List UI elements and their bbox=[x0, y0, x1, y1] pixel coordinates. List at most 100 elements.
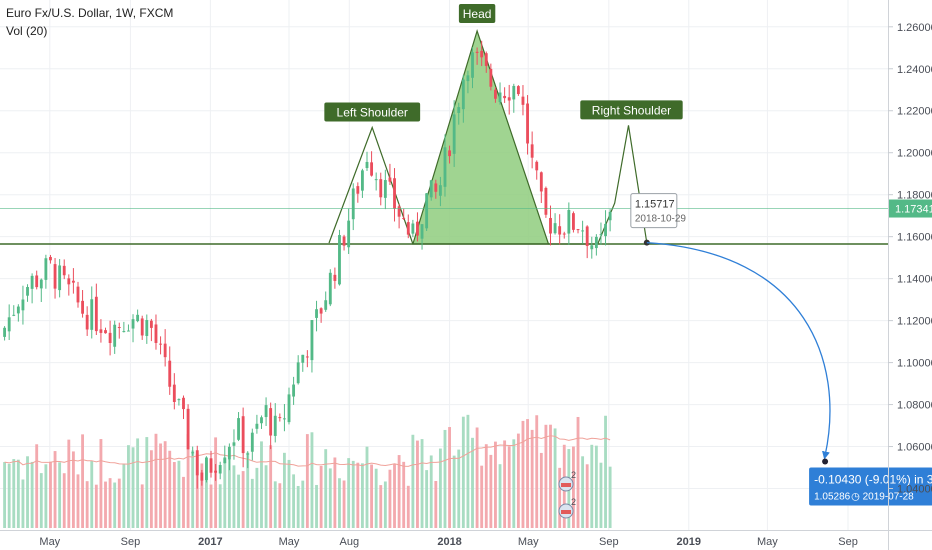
candle bbox=[145, 320, 149, 336]
candle bbox=[365, 161, 369, 169]
candle bbox=[39, 279, 43, 289]
candle bbox=[562, 233, 566, 235]
candle bbox=[356, 186, 360, 194]
candle bbox=[397, 206, 401, 217]
candle bbox=[26, 287, 29, 296]
y-axis[interactable]: 1.26000 1.24000 1.22000 1.20000 1.18000 1.160… bbox=[888, 22, 932, 496]
volume-bar bbox=[310, 432, 314, 528]
volume-bar bbox=[516, 433, 520, 528]
candle bbox=[136, 314, 140, 322]
right-shoulder-label-text: Right Shoulder bbox=[592, 103, 671, 117]
candle bbox=[494, 89, 497, 99]
volume-bar bbox=[232, 465, 236, 528]
candle bbox=[338, 235, 341, 285]
candle bbox=[301, 354, 305, 363]
candle bbox=[67, 278, 71, 285]
candle bbox=[594, 236, 598, 249]
volume-bar bbox=[319, 465, 323, 528]
candle bbox=[186, 408, 190, 450]
volume-bar bbox=[172, 462, 176, 528]
volume-bar bbox=[305, 434, 309, 528]
volume-bar bbox=[53, 451, 57, 528]
head-label-text: Head bbox=[463, 7, 492, 21]
candle bbox=[296, 362, 300, 384]
volume-bar bbox=[200, 463, 204, 528]
candle bbox=[269, 408, 273, 436]
candle bbox=[498, 92, 502, 103]
candle bbox=[360, 170, 364, 191]
volume-bar bbox=[122, 464, 126, 528]
volume-bar bbox=[379, 485, 383, 528]
volume-bar bbox=[250, 478, 254, 528]
candle bbox=[214, 470, 218, 473]
candle bbox=[278, 417, 282, 419]
volume-bar bbox=[475, 427, 479, 528]
candle bbox=[191, 452, 195, 454]
candle bbox=[209, 458, 213, 473]
candle bbox=[553, 223, 557, 234]
candle bbox=[471, 52, 474, 78]
last-price-value: 1.17341 bbox=[895, 204, 932, 216]
candle bbox=[489, 68, 493, 87]
volume-bar bbox=[131, 447, 135, 528]
volume-bar bbox=[484, 444, 488, 528]
volume-bar bbox=[260, 441, 263, 528]
candle bbox=[539, 172, 543, 192]
volume-bar bbox=[438, 448, 442, 528]
volume-bar bbox=[145, 437, 149, 528]
volume-bar bbox=[342, 480, 346, 528]
candle bbox=[149, 320, 153, 328]
candle bbox=[168, 360, 172, 387]
candle bbox=[7, 317, 11, 332]
projection-change: -0.10430 (-9.01%) in 3 bbox=[814, 473, 932, 487]
volume-bar bbox=[590, 444, 594, 528]
volume-bar bbox=[186, 434, 190, 528]
volume-bar bbox=[278, 483, 282, 528]
candle bbox=[526, 103, 529, 144]
volume-bar bbox=[30, 461, 34, 528]
volume-bar bbox=[76, 474, 80, 528]
volume-bar bbox=[457, 449, 461, 528]
candle bbox=[218, 465, 222, 474]
volume-ma-line bbox=[4, 435, 611, 467]
volume-bar bbox=[434, 480, 438, 528]
volume-bar bbox=[223, 457, 227, 528]
volume-bar bbox=[480, 465, 484, 528]
volume-bar bbox=[429, 455, 433, 528]
volume-bar bbox=[351, 460, 355, 528]
volume-bar bbox=[113, 482, 117, 528]
volume-bar bbox=[360, 463, 364, 528]
candle bbox=[127, 330, 130, 332]
volume-bar bbox=[136, 438, 140, 528]
candle bbox=[113, 324, 117, 347]
candle bbox=[122, 331, 126, 333]
volume-bar bbox=[452, 455, 456, 528]
volume-bar bbox=[90, 460, 94, 528]
candle bbox=[260, 417, 263, 424]
volume-bar bbox=[44, 464, 48, 528]
volume-bar bbox=[585, 464, 589, 528]
volume-bar bbox=[127, 445, 130, 528]
candle bbox=[195, 450, 199, 476]
volume-bar bbox=[218, 484, 222, 528]
candle bbox=[104, 330, 107, 334]
volume-bar bbox=[21, 479, 25, 528]
volume-bar bbox=[26, 456, 29, 528]
volume-bar bbox=[292, 474, 296, 528]
volume-bar bbox=[163, 441, 167, 528]
candle bbox=[475, 51, 479, 53]
event-flag-icon: 2 bbox=[558, 470, 576, 492]
candle bbox=[35, 275, 39, 288]
target-date: 2018-10-29 bbox=[635, 214, 687, 225]
volume-bar bbox=[388, 469, 392, 528]
x-axis[interactable]: May Sep 2017 May Aug 2018 May Sep 2019 May Sep bbox=[39, 536, 857, 548]
volume-bar bbox=[214, 437, 218, 528]
candle bbox=[544, 187, 548, 215]
volume-bar bbox=[539, 452, 543, 528]
volume-bar bbox=[287, 459, 291, 528]
volume-bar bbox=[466, 414, 470, 528]
overlays[interactable]: Head Left Shoulder Right Shoulder 1.15717 20… bbox=[0, 3, 932, 519]
volume-bar bbox=[365, 446, 369, 528]
candle bbox=[163, 343, 167, 358]
